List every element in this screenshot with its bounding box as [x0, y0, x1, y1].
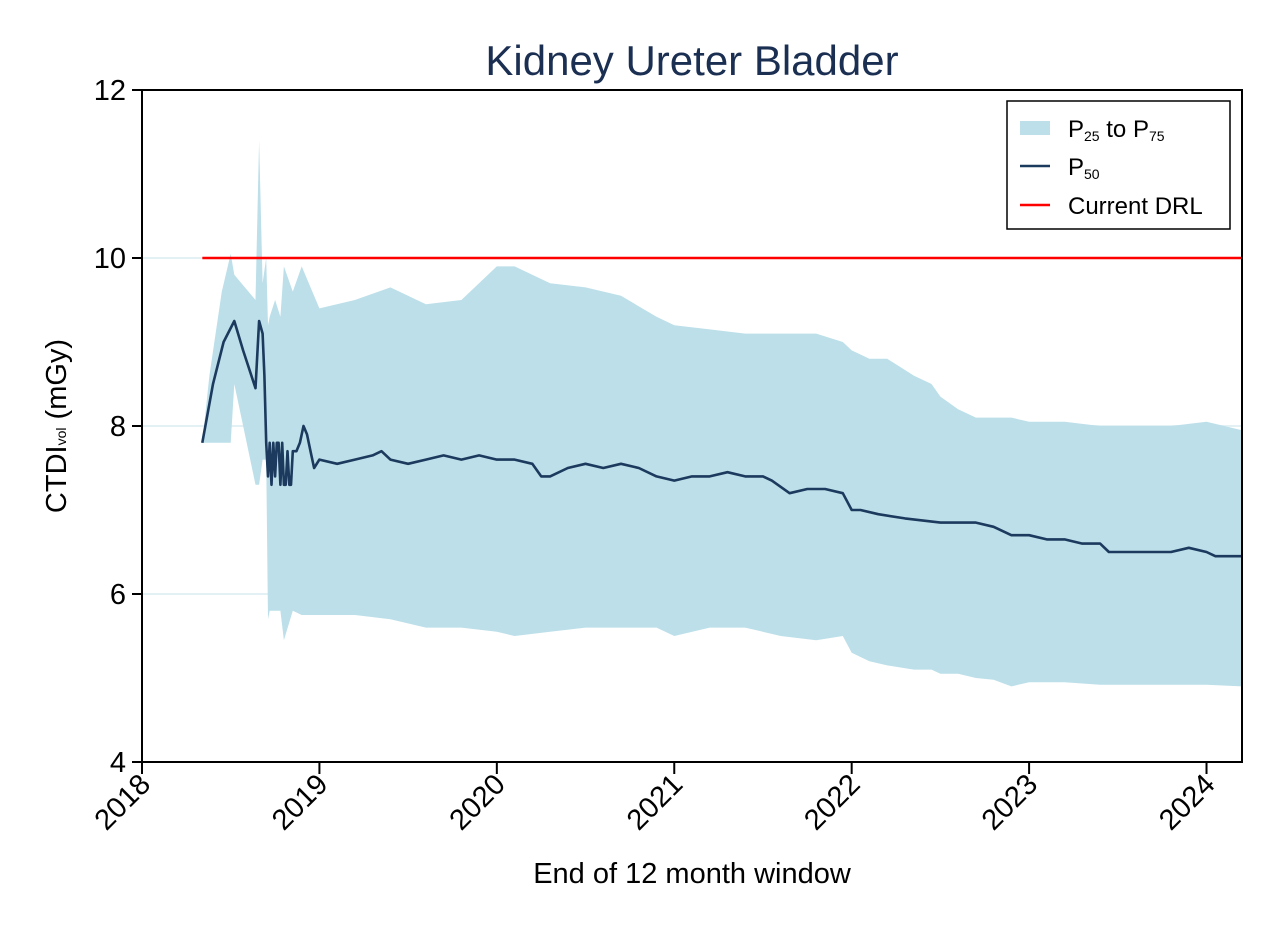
y-tick-label: 8 [110, 411, 126, 443]
y-tick-label: 4 [110, 747, 126, 779]
legend-label-median: P50 [1068, 154, 1100, 182]
legend-text: to P [1100, 116, 1149, 143]
y-label-subscript: vol [53, 428, 69, 446]
x-axis: 2018 2019 2020 2021 2022 2023 2024 [89, 762, 1221, 837]
x-tick-label: 2024 [1153, 768, 1221, 836]
x-tick-label: 2019 [266, 768, 334, 836]
x-axis-label: End of 12 month window [533, 858, 852, 890]
y-axis: 4 6 8 10 12 [94, 75, 142, 779]
y-label-unit: (mGy) [41, 339, 73, 428]
x-tick-label: 2020 [444, 768, 512, 836]
y-tick-label: 10 [94, 243, 126, 275]
legend-subscript: 75 [1149, 128, 1165, 144]
legend-subscript: 25 [1084, 128, 1100, 144]
legend-text: P [1068, 154, 1084, 181]
p25-p75-band [202, 140, 1242, 687]
legend-label-band: P25 to P75 [1068, 116, 1165, 144]
legend-swatch-band [1020, 121, 1050, 135]
y-label-main: CTDI [41, 445, 73, 513]
chart-title: Kidney Ureter Bladder [485, 37, 898, 84]
x-tick-label: 2021 [621, 768, 689, 836]
y-tick-label: 12 [94, 75, 126, 107]
p50-line [201, 319, 1242, 558]
x-tick-label: 2022 [798, 768, 866, 836]
legend-text: Current DRL [1068, 193, 1203, 220]
x-tick-label: 2023 [976, 768, 1044, 836]
legend-subscript: 50 [1084, 166, 1100, 182]
y-axis-label: CTDIvol (mGy) [41, 339, 73, 513]
legend-text: P [1068, 116, 1084, 143]
y-tick-label: 6 [110, 579, 126, 611]
legend-label-drl: Current DRL [1068, 193, 1203, 220]
